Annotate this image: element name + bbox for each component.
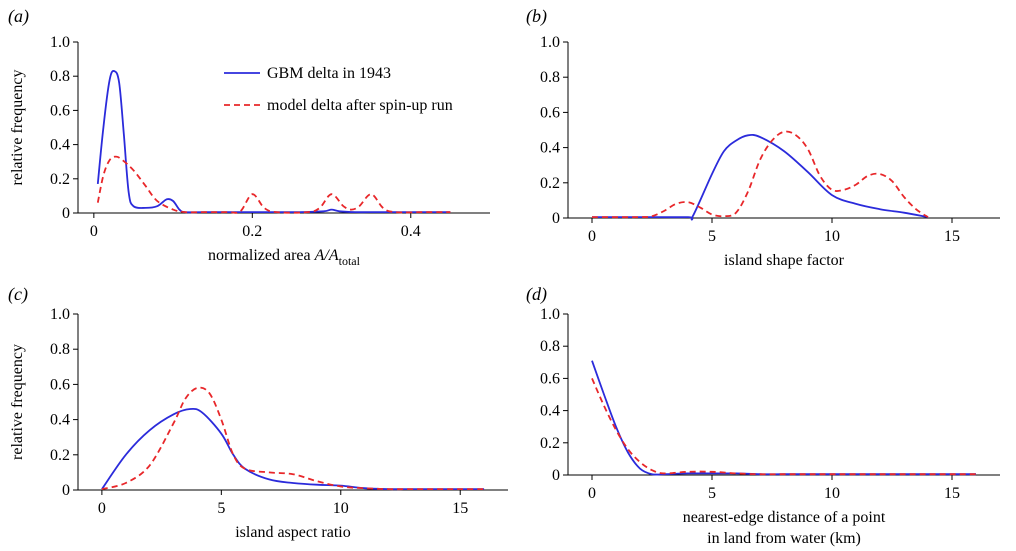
x-axis-label-symbol: A/A [314, 247, 339, 264]
x-tick-label: 15 [944, 228, 960, 245]
x-tick-label: 0.4 [401, 223, 421, 240]
y-tick-label: 0.8 [540, 338, 560, 355]
panel-label: (d) [526, 284, 547, 305]
y-tick-label: 0 [552, 210, 560, 227]
panel-a: (a) 0 0.2 0.4 0.6 0.8 1.0 0 0.2 0.4 relative frequ… [8, 6, 490, 268]
y-tick-label: 0.6 [540, 104, 560, 121]
x-tick-label: 0 [588, 228, 596, 245]
x-axis-label-text: normalized area [208, 247, 315, 264]
y-tick-label: 0 [552, 467, 560, 484]
legend-label-gbm: GBM delta in 1943 [267, 65, 391, 82]
x-tick-label: 15 [944, 485, 960, 502]
x-tick-label: 10 [333, 500, 349, 517]
y-tick-label: 1.0 [50, 306, 70, 323]
y-tick-label: 0.6 [540, 370, 560, 387]
panel-label: (a) [8, 6, 29, 27]
series-model-delta-line [96, 155, 451, 214]
y-tick-label: 0.4 [540, 403, 560, 420]
y-tick-label: 0.2 [50, 447, 70, 464]
x-axis-label: normalized area A/Atotal [208, 247, 361, 268]
y-tick-label: 0.2 [540, 175, 560, 192]
series-gbm-delta-line [96, 69, 451, 214]
x-tick-label: 5 [217, 500, 225, 517]
legend-label-model: model delta after spin-up run [267, 97, 453, 114]
x-tick-label: 15 [452, 500, 468, 517]
legend: GBM delta in 1943 model delta after spin-… [224, 65, 453, 114]
y-axis-label: relative frequency [9, 70, 26, 186]
y-tick-label: 1.0 [540, 34, 560, 51]
series-model-delta-line [591, 130, 929, 219]
y-tick-label: 0.8 [50, 341, 70, 358]
y-tick-label: 0.2 [540, 435, 560, 452]
y-axis-label: relative frequency [9, 344, 26, 460]
series-model-delta-line [101, 386, 485, 491]
y-tick-label: 0.4 [540, 140, 560, 157]
y-tick-label: 0.2 [50, 171, 70, 188]
series-model-delta-line [591, 378, 976, 476]
y-tick-label: 1.0 [50, 34, 70, 51]
x-axis-label-line2: in land from water (km) [707, 530, 861, 547]
x-tick-label: 10 [824, 228, 840, 245]
series-gbm-delta-line [592, 133, 929, 221]
x-tick-label: 5 [708, 228, 716, 245]
x-tick-label: 0.2 [242, 223, 262, 240]
y-tick-label: 0.6 [50, 102, 70, 119]
x-tick-label: 5 [708, 485, 716, 502]
y-tick-label: 0.4 [50, 137, 70, 154]
x-tick-label: 0 [588, 485, 596, 502]
x-axis-label: island shape factor [724, 252, 845, 269]
x-tick-label: 0 [98, 500, 106, 517]
y-tick-label: 0.4 [50, 412, 70, 429]
x-tick-label: 0 [90, 223, 98, 240]
x-axis-label-subscript: total [339, 254, 361, 268]
x-tick-label: 10 [824, 485, 840, 502]
x-axis-label: nearest-edge distance of a point [683, 509, 886, 526]
series-gbm-delta-line [591, 360, 976, 476]
y-tick-label: 0.6 [50, 376, 70, 393]
panel-b: (b) 0 0.2 0.4 0.6 0.8 1.0 0 5 10 15 island shape fa… [526, 6, 1000, 269]
panel-d: (d) 0 0.2 0.4 0.6 0.8 1.0 0 5 10 15 nearest-edge di… [526, 284, 1000, 547]
panel-label: (b) [526, 6, 547, 27]
y-tick-label: 0 [62, 482, 70, 499]
panel-c: (c) 0 0.2 0.4 0.6 0.8 1.0 0 5 10 15 relative freque… [8, 284, 508, 541]
y-tick-label: 0.8 [50, 68, 70, 85]
y-tick-label: 0 [62, 205, 70, 222]
y-tick-label: 1.0 [540, 306, 560, 323]
x-axis-label: island aspect ratio [235, 524, 351, 541]
y-tick-label: 0.8 [540, 69, 560, 86]
panel-label: (c) [8, 284, 28, 305]
